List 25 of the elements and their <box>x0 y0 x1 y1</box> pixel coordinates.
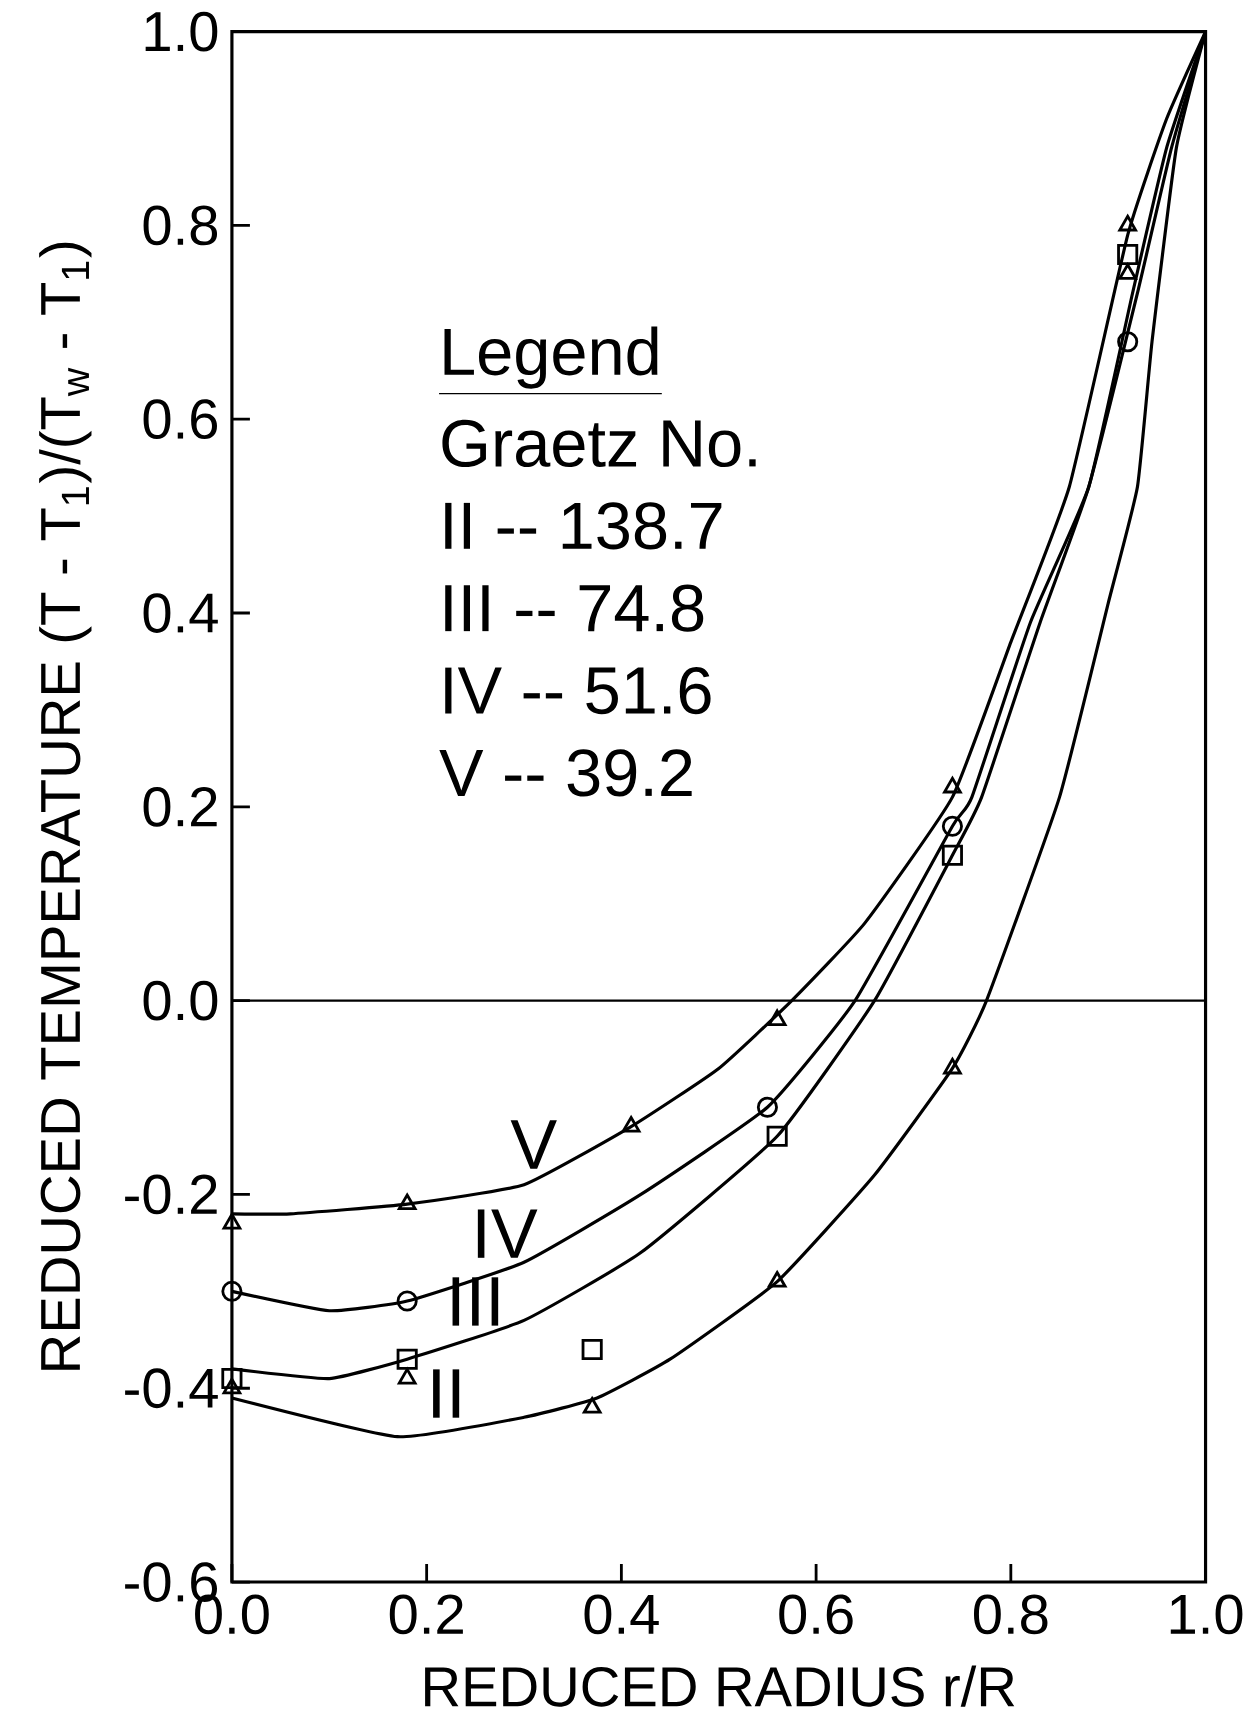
x-tick-label: 0.8 <box>973 1594 1048 1635</box>
y-tick-label: 0.4 <box>143 593 218 633</box>
annotation: V -- 39.2 <box>439 749 692 797</box>
annotation: IV -- 51.6 <box>445 666 711 715</box>
x-tick-label: 0.6 <box>779 1594 853 1635</box>
x-tick-label: 1.0 <box>1170 1594 1243 1635</box>
series-label: III <box>452 1277 498 1326</box>
y-tick-label: 0.0 <box>143 980 218 1021</box>
y-tick-label: 0.2 <box>143 786 217 827</box>
x-tick-label: 0.2 <box>389 1594 463 1635</box>
y-tick-label: 0.8 <box>143 205 217 246</box>
y-tick-label: 1.0 <box>145 11 218 52</box>
y-tick-label: 0.6 <box>143 399 217 440</box>
annotation: Legend <box>444 326 658 389</box>
series-label: II <box>432 1369 460 1418</box>
series-label: IV <box>477 1209 538 1258</box>
annotation: II -- 138.7 <box>445 502 722 550</box>
y-tick-label: -0.2 <box>124 1174 217 1215</box>
annotation: Graetz No. <box>442 419 756 468</box>
y-axis-title: REDUCED TEMPERATURE (T - T$_{1}$)/(T$_{w}$ - T$_{1}$) <box>38 242 92 1370</box>
x-axis-title: REDUCED RADIUS r/R <box>424 1665 1015 1707</box>
annotation: III -- 74.8 <box>445 584 704 632</box>
y-tick-label: -0.4 <box>124 1368 218 1409</box>
series-label: V <box>510 1120 557 1169</box>
x-tick-label: 0.4 <box>584 1594 659 1635</box>
